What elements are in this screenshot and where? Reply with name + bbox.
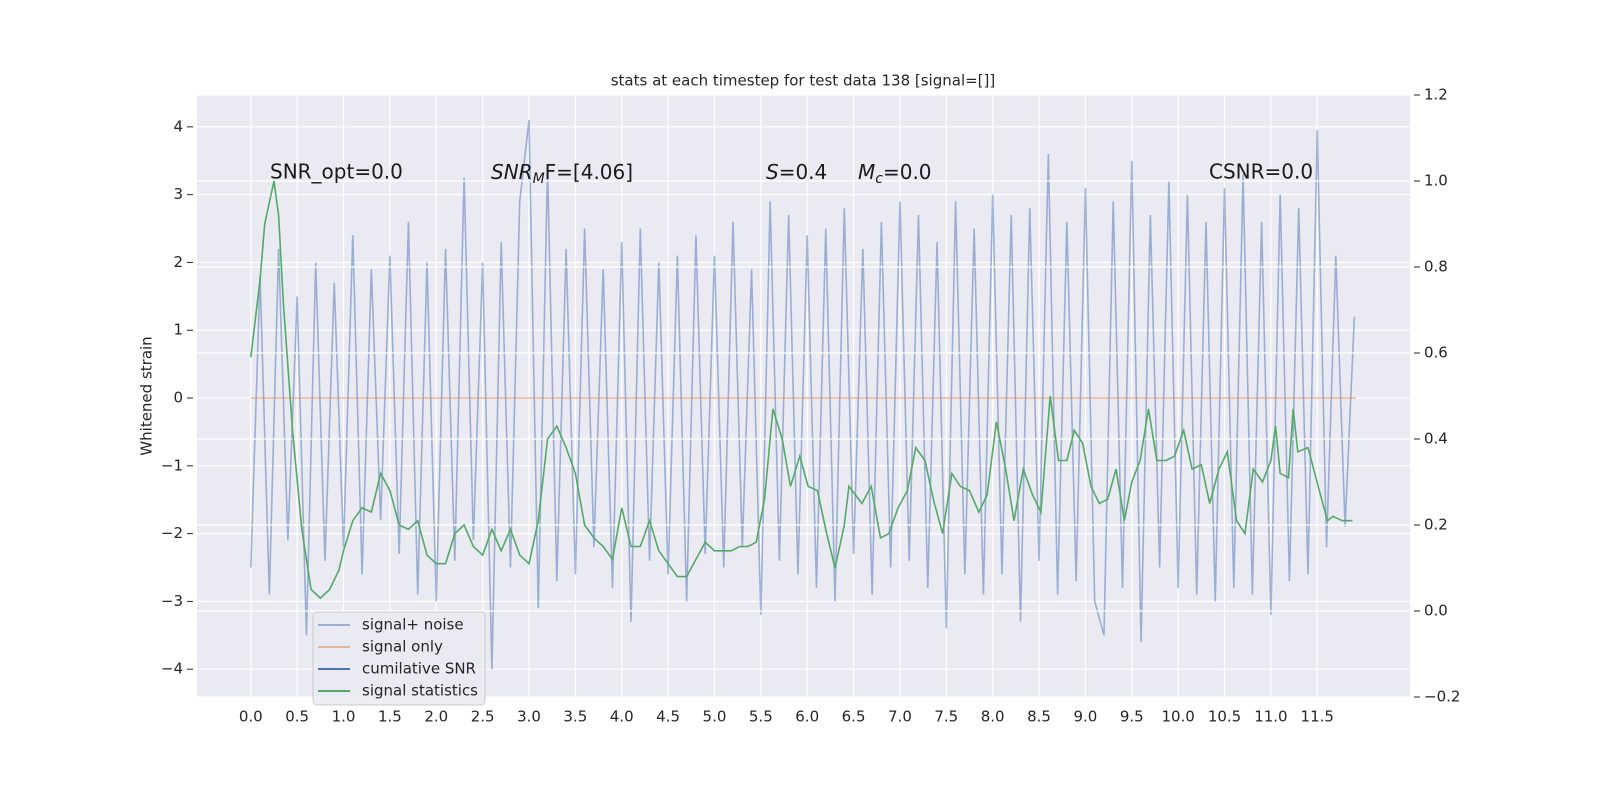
x-tick-label: 6.5 [842,708,866,726]
series-line [249,180,1353,600]
x-tick-label: 0.5 [285,708,309,726]
x-tick-label: 2.5 [471,708,495,726]
x-tick-label: 1.0 [332,708,356,726]
x-tick-label: 8.0 [981,708,1005,726]
annotation-part: =0.0 [883,160,932,184]
x-tick-label: 0.0 [239,708,263,726]
annotation: SNR_opt=0.0 [270,160,403,184]
y-axis-label: Whitened strain [138,336,156,455]
x-tick-label: 2.0 [424,708,448,726]
y2-tick-label: 1.0 [1424,172,1448,190]
series-line [249,119,1356,670]
y2-tick-label: −0.2 [1424,688,1460,706]
annotation: Mc=0.0 [858,160,932,188]
y2-tick-label: 0.6 [1424,344,1448,362]
x-tick-label: 7.5 [934,708,958,726]
y-tick-label: 0 [173,389,183,407]
annotation: CSNR=0.0 [1209,160,1313,184]
legend-label: signal statistics [362,682,478,700]
annotation-part: S [766,160,779,184]
x-tick-label: 1.5 [378,708,402,726]
x-tick-label: 6.0 [795,708,819,726]
x-tick-label: 4.5 [656,708,680,726]
y-tick-label: −3 [161,592,183,610]
chart-title: stats at each timestep for test data 138… [611,72,996,90]
y2-tick-label: 0.0 [1424,602,1448,620]
x-tick-label: 4.0 [610,708,634,726]
y2-tick-label: 1.2 [1424,86,1448,104]
y-tick-label: 3 [173,185,183,203]
annotation-part: SNR [491,160,533,184]
x-tick-label: 7.0 [888,708,912,726]
legend-label: cumilative SNR [362,660,476,678]
x-tick-label: 11.5 [1301,708,1334,726]
legend-label: signal only [362,638,443,656]
y-tick-label: 4 [173,117,183,135]
x-tick-label: 10.0 [1161,708,1194,726]
x-tick-label: 10.5 [1208,708,1241,726]
annotation-part: =0.4 [779,160,828,184]
y-tick-label: 1 [173,321,183,339]
x-tick-label: 8.5 [1027,708,1051,726]
y-tick-label: −2 [161,524,183,542]
legend-label: signal+ noise [362,616,464,634]
x-tick-label: 3.0 [517,708,541,726]
annotation-sub: M [533,171,545,187]
y2-tick-label: 0.2 [1424,516,1448,534]
annotation: SNRMF=[4.06] [491,160,633,188]
x-tick-label: 5.5 [749,708,773,726]
annotation: S=0.4 [766,160,827,184]
x-tick-label: 3.5 [563,708,587,726]
y2-tick-label: 0.8 [1424,258,1448,276]
y-tick-label: −1 [161,456,183,474]
annotation-part: F=[4.06] [545,160,633,184]
annotation-sub: c [875,171,883,187]
y-tick-label: −4 [161,660,183,678]
x-tick-label: 11.0 [1254,708,1287,726]
y-tick-label: 2 [173,253,183,271]
x-tick-label: 9.0 [1073,708,1097,726]
y2-tick-label: 0.4 [1424,430,1448,448]
x-tick-label: 5.0 [703,708,727,726]
x-tick-label: 9.5 [1120,708,1144,726]
annotation-part: M [858,160,875,184]
legend-box [312,611,486,706]
